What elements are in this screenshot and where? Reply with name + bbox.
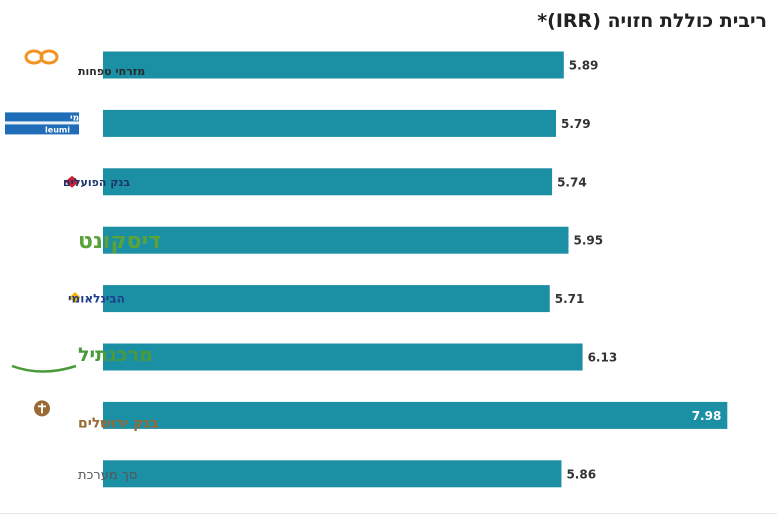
value-labels-layer: 5.89 5.79 5.74 5.95 5.71 6.13 7.98 5.86 [555, 59, 722, 482]
jerusalem-logo-icon [34, 400, 50, 417]
bar-value-label: 6.13 [588, 351, 618, 365]
category-logo-text: leumi [45, 125, 70, 134]
hapoalim-logo-icon [65, 175, 79, 188]
category-label: מזרחי טפחות [78, 65, 145, 78]
category-label: סך מערכת [78, 468, 137, 483]
bar [103, 285, 550, 313]
bar [103, 51, 564, 79]
bars-layer [103, 51, 728, 488]
mizrahi-logo-icon [24, 49, 59, 65]
bar-value-label: 5.79 [561, 117, 591, 131]
category-label: בנק הפועלים [63, 176, 130, 189]
bar [103, 401, 728, 429]
category-label: לאומי [70, 113, 94, 123]
category-label: בנק ירושלים [78, 415, 158, 431]
bar [103, 168, 553, 196]
chart-baseline-divider [0, 513, 777, 514]
bar-value-label: 5.86 [566, 467, 596, 481]
bar [103, 343, 583, 371]
mercantile-swoosh-icon [11, 364, 77, 373]
category-label: דיסקונט [78, 229, 161, 254]
category-label: מרכנתיל [78, 344, 153, 366]
bar [103, 226, 569, 254]
category-label: הבינלאומי [68, 292, 125, 306]
bar [103, 460, 562, 488]
bar [103, 109, 556, 137]
chart-title: ריבית כוללת חזויה (IRR)* [537, 10, 767, 32]
bar-value-label: 5.89 [569, 59, 599, 73]
bar-value-label: 5.71 [555, 292, 585, 306]
bar-value-label: 5.95 [574, 234, 604, 248]
bar-value-label: 7.98 [692, 409, 722, 423]
bar-value-label: 5.74 [557, 175, 587, 189]
